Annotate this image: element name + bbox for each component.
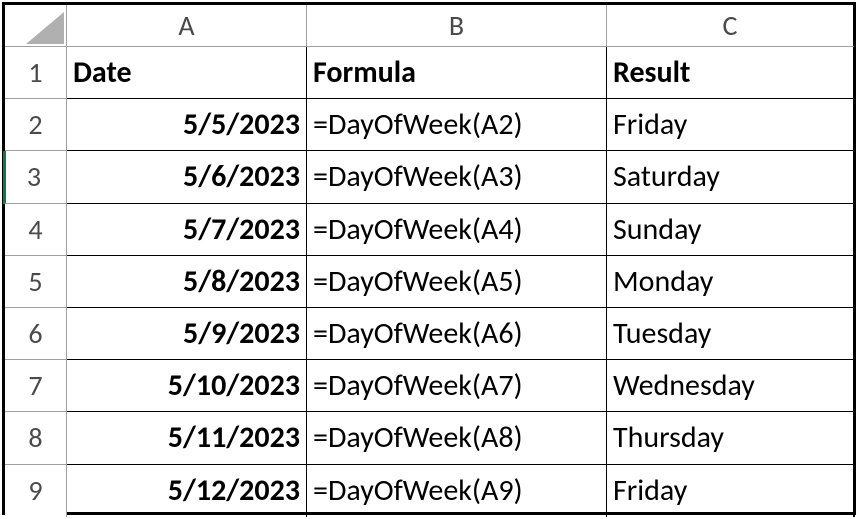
cell-B4[interactable]: =DayOfWeek(A4) xyxy=(307,204,607,256)
cell-C8[interactable]: Thursday xyxy=(607,412,855,464)
cell-A3[interactable]: 5/6/2023 xyxy=(67,151,307,203)
cell-C9[interactable]: Friday xyxy=(607,465,855,517)
cell-B3[interactable]: =DayOfWeek(A3) xyxy=(307,151,607,203)
cell-C6[interactable]: Tuesday xyxy=(607,308,855,360)
cell-C4[interactable]: Sunday xyxy=(607,204,855,256)
column-header-B[interactable]: B xyxy=(307,5,607,47)
cell-A7[interactable]: 5/10/2023 xyxy=(67,360,307,412)
cell-A1[interactable]: Date xyxy=(67,47,307,99)
cell-B6[interactable]: =DayOfWeek(A6) xyxy=(307,308,607,360)
cell-B8[interactable]: =DayOfWeek(A8) xyxy=(307,412,607,464)
row-header-6[interactable]: 6 xyxy=(5,308,67,360)
cell-C3[interactable]: Saturday xyxy=(607,151,855,203)
row-header-9[interactable]: 9 xyxy=(5,465,67,517)
row-header-5[interactable]: 5 xyxy=(5,256,67,308)
row-header-3[interactable]: 3 xyxy=(3,151,67,203)
cell-C1[interactable]: Result xyxy=(607,47,855,99)
cell-B5[interactable]: =DayOfWeek(A5) xyxy=(307,256,607,308)
row-header-4[interactable]: 4 xyxy=(5,204,67,256)
select-all-corner[interactable] xyxy=(5,5,67,47)
cell-B9[interactable]: =DayOfWeek(A9) xyxy=(307,465,607,517)
cell-A9[interactable]: 5/12/2023 xyxy=(67,465,307,517)
cell-C7[interactable]: Wednesday xyxy=(607,360,855,412)
cell-A6[interactable]: 5/9/2023 xyxy=(67,308,307,360)
cell-C5[interactable]: Monday xyxy=(607,256,855,308)
cell-A5[interactable]: 5/8/2023 xyxy=(67,256,307,308)
row-header-7[interactable]: 7 xyxy=(5,360,67,412)
corner-triangle-icon xyxy=(26,12,64,44)
column-header-C[interactable]: C xyxy=(607,5,855,47)
cell-B2[interactable]: =DayOfWeek(A2) xyxy=(307,99,607,151)
row-header-1[interactable]: 1 xyxy=(5,47,67,99)
row-header-2[interactable]: 2 xyxy=(5,99,67,151)
cell-B7[interactable]: =DayOfWeek(A7) xyxy=(307,360,607,412)
cell-A8[interactable]: 5/11/2023 xyxy=(67,412,307,464)
cell-A4[interactable]: 5/7/2023 xyxy=(67,204,307,256)
spreadsheet-grid: A B C 1 Date Formula Result 2 5/5/2023 =… xyxy=(5,5,853,512)
cell-A2[interactable]: 5/5/2023 xyxy=(67,99,307,151)
row-header-8[interactable]: 8 xyxy=(5,412,67,464)
cell-B1[interactable]: Formula xyxy=(307,47,607,99)
cell-C2[interactable]: Friday xyxy=(607,99,855,151)
spreadsheet-container: A B C 1 Date Formula Result 2 5/5/2023 =… xyxy=(2,2,856,515)
column-header-A[interactable]: A xyxy=(67,5,307,47)
